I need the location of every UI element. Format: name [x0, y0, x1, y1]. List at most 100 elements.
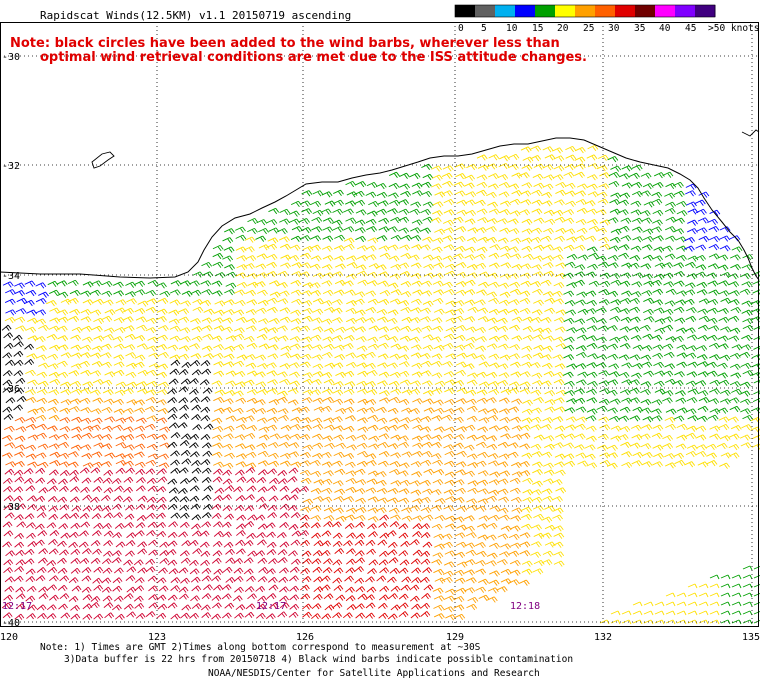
wind-barb [290, 595, 299, 601]
wind-barb [124, 604, 133, 610]
wind-barb [180, 551, 189, 557]
wind-barb [26, 613, 35, 619]
wind-barb [60, 576, 69, 582]
wind-barb [37, 613, 46, 619]
wind-barb [576, 407, 586, 413]
wind-barb [688, 602, 697, 606]
wind-barb [289, 363, 299, 369]
wind-barb [379, 451, 389, 457]
wind-barb [718, 255, 728, 261]
wind-barb [247, 218, 257, 224]
wind-barb [632, 227, 642, 233]
wind-barb [380, 253, 390, 258]
wind-barb [156, 400, 166, 406]
wind-barb [170, 326, 180, 332]
wind-barb [136, 434, 146, 440]
wind-barb [48, 496, 57, 502]
wind-barb [475, 346, 485, 352]
wind-barb [82, 576, 91, 582]
wind-barb [434, 544, 444, 550]
wind-barb [445, 516, 455, 522]
wind-barb [94, 567, 103, 573]
wind-barb [609, 172, 619, 178]
wind-barb [732, 345, 742, 351]
wind-barb [255, 355, 265, 361]
wind-barb [156, 316, 166, 322]
wind-barb [38, 363, 48, 369]
wind-barb [574, 172, 584, 178]
wind-barbs-layer [2, 145, 760, 624]
wind-barb [543, 551, 553, 557]
wind-barb [532, 289, 542, 295]
wind-barb [621, 462, 631, 468]
wind-barb [368, 497, 378, 503]
wind-barb [289, 381, 299, 387]
wind-barb [412, 399, 422, 405]
wind-barb [684, 299, 694, 305]
wind-barb [432, 361, 442, 367]
wind-barb [366, 192, 376, 198]
wind-barb [489, 263, 499, 269]
wind-barb [114, 486, 123, 492]
wind-barb [453, 443, 463, 449]
wind-barb [486, 226, 496, 232]
wind-barb [61, 353, 71, 359]
wind-barb [629, 380, 639, 386]
wind-barb [543, 256, 553, 262]
wind-barb [488, 415, 498, 421]
wind-barb [534, 183, 544, 189]
wind-barb [709, 290, 719, 296]
wind-barb [665, 208, 675, 214]
wind-barb [420, 353, 430, 359]
wind-barb [28, 435, 38, 441]
wind-barb [709, 236, 719, 242]
wind-barb [15, 477, 24, 483]
wind-barb [236, 524, 245, 530]
wind-barb [291, 488, 300, 494]
wind-barb [534, 218, 544, 224]
wind-barb [157, 309, 167, 315]
wind-barb [420, 228, 430, 234]
wind-barb [245, 521, 254, 527]
wind-barb [311, 533, 320, 539]
wind-barb [47, 605, 56, 611]
wind-barb [431, 166, 441, 172]
wind-barb [565, 300, 575, 306]
wind-barb [411, 263, 421, 269]
wind-barb [457, 353, 467, 359]
wind-barb [498, 364, 508, 370]
wind-barb [355, 220, 365, 226]
wind-barb [608, 263, 618, 269]
wind-barb [599, 417, 609, 423]
wind-barb [423, 542, 432, 548]
wind-barb [520, 551, 530, 557]
wind-barb [257, 477, 266, 483]
wind-barb [302, 345, 312, 351]
wind-barb [412, 568, 421, 574]
wind-barb [313, 327, 323, 333]
wind-barb [477, 155, 487, 161]
wind-barb [25, 359, 34, 365]
wind-barb [102, 559, 111, 565]
wind-barb [621, 291, 631, 297]
wind-barb [522, 400, 532, 406]
wind-barb [512, 317, 522, 323]
wind-barb [677, 345, 687, 351]
wind-barb [125, 514, 134, 520]
wind-barb [577, 335, 587, 341]
wind-barb [70, 381, 80, 387]
wind-barb [488, 184, 498, 190]
wind-barb [468, 462, 478, 468]
wind-barb [280, 317, 290, 323]
wind-barb [135, 290, 145, 296]
wind-barb [357, 255, 367, 261]
wind-barb [618, 200, 628, 206]
wind-barb [666, 611, 675, 615]
wind-barb [292, 263, 302, 269]
wind-barb [355, 228, 365, 234]
wind-barb [543, 336, 553, 342]
wind-barb [236, 495, 245, 501]
wind-barb [280, 364, 290, 370]
wind-barb [83, 382, 93, 388]
wind-barb [717, 443, 727, 449]
